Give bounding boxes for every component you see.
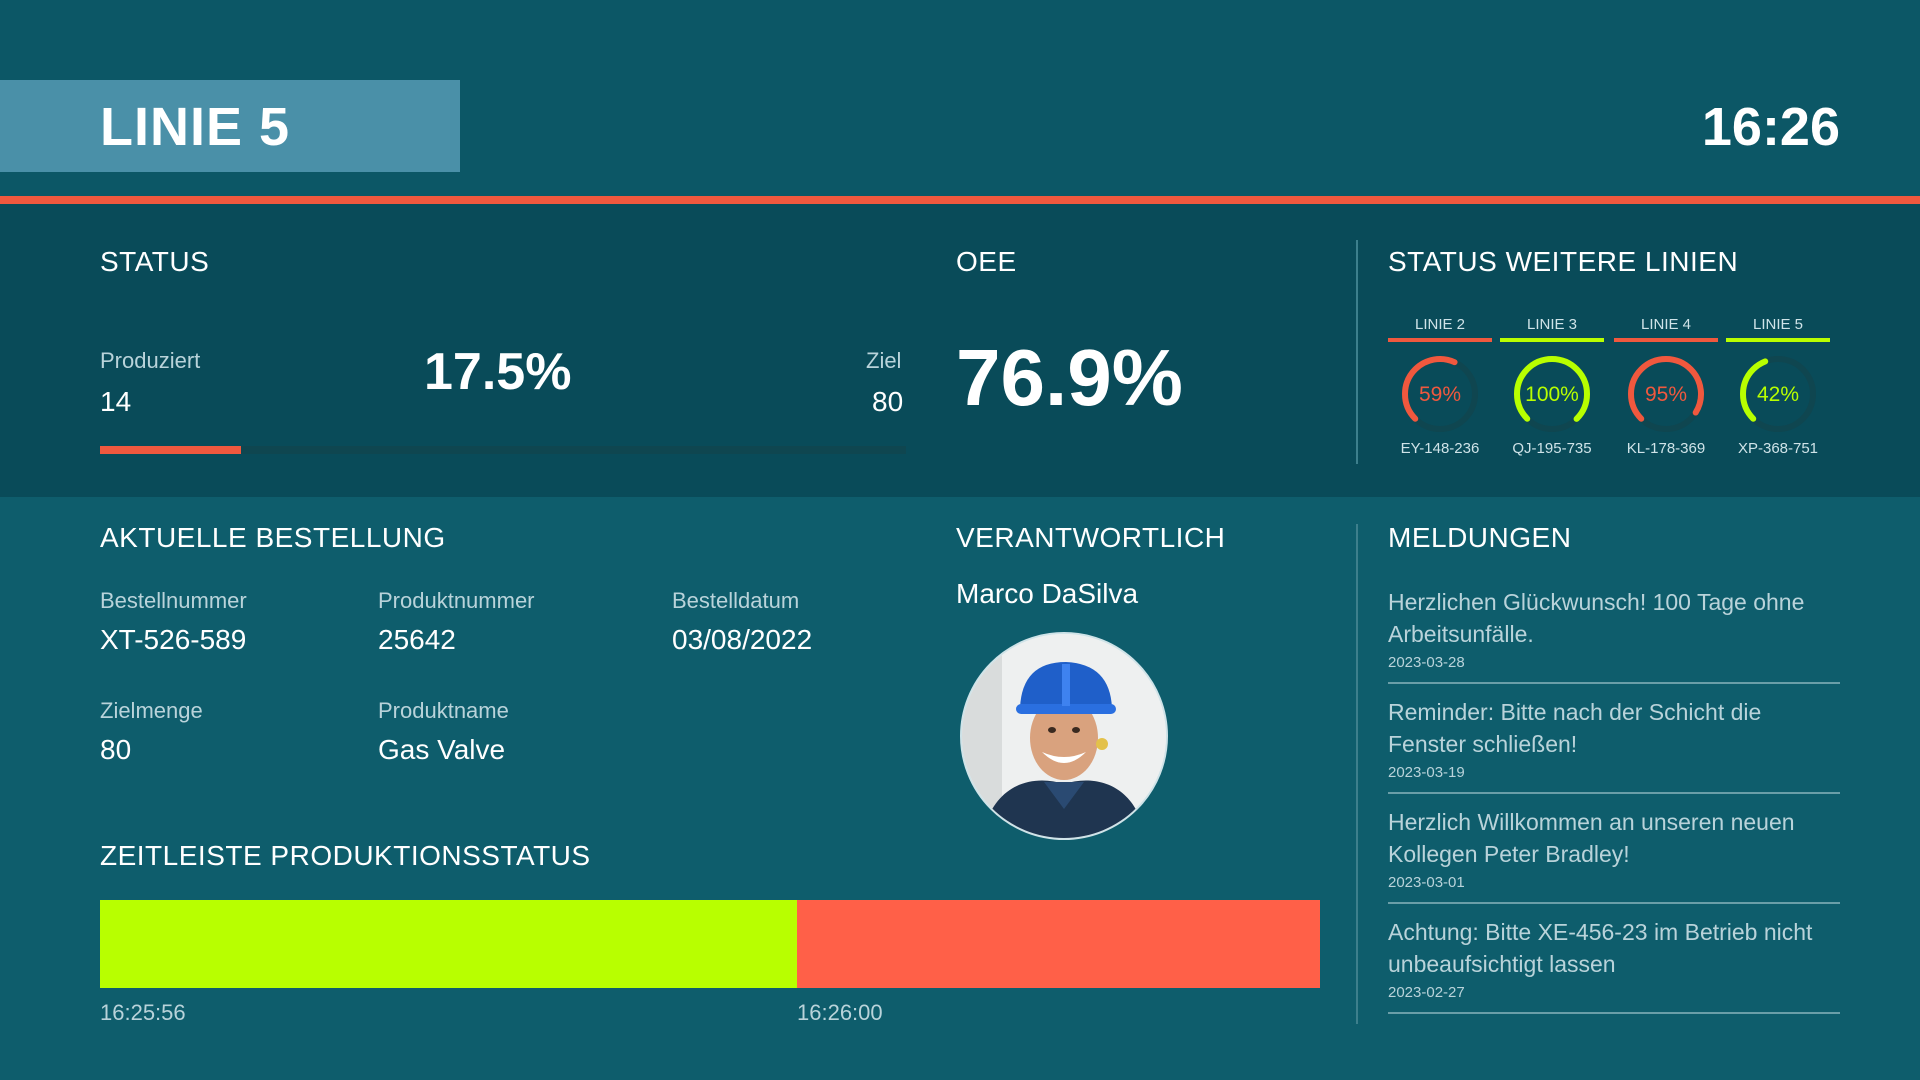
message-date: 2023-03-19 (1388, 764, 1465, 781)
line-gauge-name: LINIE 3 (1526, 316, 1578, 333)
messages-divider (1356, 524, 1358, 1024)
product-number-label: Produktnummer (378, 588, 535, 613)
timeline-start-label: 16:25:56 (100, 1000, 186, 1025)
line-gauge-ring: 100% (1514, 356, 1590, 432)
gauge-percent: 59% (1419, 383, 1461, 406)
line-gauge-code: XP-368-751 (1737, 440, 1819, 457)
line-gauge-name: LINIE 5 (1752, 316, 1804, 333)
line-gauge-name: LINIE 2 (1414, 316, 1466, 333)
line-gauge-ring: 95% (1628, 356, 1704, 432)
target-label: Ziel (866, 348, 902, 373)
message-divider (1388, 792, 1840, 794)
line-gauge-code: QJ-195-735 (1512, 440, 1592, 457)
message-date: 2023-02-27 (1388, 984, 1465, 1001)
product-name: Gas Valve (378, 734, 506, 765)
produced-value: 14 (100, 386, 132, 417)
status-divider (1356, 240, 1358, 464)
status-percent: 17.5% (424, 343, 572, 401)
message-text: Herzlich Willkommen an unseren neuen Kol… (1388, 809, 1795, 867)
responsible-name: Marco DaSilva (956, 578, 1139, 609)
gauge-arc (1402, 356, 1478, 432)
message-text: Reminder: Bitte nach der Schicht die Fen… (1388, 699, 1762, 757)
order-number-label: Bestellnummer (100, 588, 247, 613)
line-gauge-ring: 59% (1402, 356, 1478, 432)
line-gauge-code: KL-178-369 (1626, 440, 1706, 457)
gauge-arc (1628, 356, 1704, 432)
gauge-percent: 95% (1645, 383, 1687, 406)
line-gauge: LINIE 3 100% QJ-195-735 (1500, 316, 1604, 457)
message-item: Herzlichen Glückwunsch! 100 Tage ohne Ar… (1388, 586, 1840, 671)
gauge-arc (1740, 356, 1816, 432)
line-gauge-underline (1500, 338, 1604, 342)
product-name-label: Produktname (378, 698, 509, 723)
line-gauge-underline (1726, 338, 1830, 342)
line-gauge-code: EY-148-236 (1400, 440, 1480, 457)
line-gauge-underline (1614, 338, 1718, 342)
message-text: Achtung: Bitte XE-456-23 im Betrieb nich… (1388, 919, 1813, 977)
order-title: AKTUELLE BESTELLUNG (100, 522, 446, 553)
timeline-mid-label: 16:26:00 (797, 1000, 883, 1025)
message-date: 2023-03-28 (1388, 654, 1465, 671)
status-title: STATUS (100, 246, 210, 277)
avatar (960, 632, 1168, 840)
line-title: LINIE 5 (100, 97, 291, 157)
oee-title: OEE (956, 246, 1017, 277)
message-item: Achtung: Bitte XE-456-23 im Betrieb nich… (1388, 916, 1840, 1001)
worker-portrait-icon (962, 634, 1166, 838)
gauge-percent: 42% (1757, 383, 1799, 406)
timeline-segment (100, 900, 797, 988)
other-lines-title: STATUS WEITERE LINIEN (1388, 246, 1739, 277)
line-gauge: LINIE 5 42% XP-368-751 (1726, 316, 1830, 457)
timeline-title: ZEITLEISTE PRODUKTIONSSTATUS (100, 840, 591, 871)
product-number: 25642 (378, 624, 456, 655)
line-gauge: LINIE 2 59% EY-148-236 (1388, 316, 1492, 457)
production-progress-track (100, 446, 906, 454)
line-gauge-ring: 42% (1740, 356, 1816, 432)
responsible-title: VERANTWORTLICH (956, 522, 1226, 553)
message-item: Herzlich Willkommen an unseren neuen Kol… (1388, 806, 1840, 891)
message-text: Herzlichen Glückwunsch! 100 Tage ohne Ar… (1388, 589, 1805, 647)
timeline-segment (796, 900, 1320, 988)
line-gauge-underline (1388, 338, 1492, 342)
order-date-label: Bestelldatum (672, 588, 800, 613)
header-divider (0, 196, 1920, 204)
target-qty: 80 (100, 734, 132, 765)
line-title-box (0, 80, 460, 172)
produced-label: Produziert (100, 348, 201, 373)
target-value: 80 (872, 386, 904, 417)
line-gauge: LINIE 4 95% KL-178-369 (1614, 316, 1718, 457)
order-number: XT-526-589 (100, 624, 247, 655)
message-divider (1388, 1012, 1840, 1014)
production-timeline (100, 900, 1320, 988)
line-gauge-name: LINIE 4 (1640, 316, 1692, 333)
message-divider (1388, 902, 1840, 904)
messages-title: MELDUNGEN (1388, 522, 1572, 553)
message-divider (1388, 682, 1840, 684)
target-qty-label: Zielmenge (100, 698, 203, 723)
gauge-percent: 100% (1525, 383, 1579, 406)
clock: 16:26 (1701, 97, 1840, 157)
gauge-arc (1514, 356, 1590, 432)
production-progress-fill (100, 446, 242, 454)
order-date: 03/08/2022 (672, 624, 813, 655)
message-item: Reminder: Bitte nach der Schicht die Fen… (1388, 696, 1840, 781)
oee-value: 76.9% (956, 333, 1183, 422)
message-date: 2023-03-01 (1388, 874, 1465, 891)
